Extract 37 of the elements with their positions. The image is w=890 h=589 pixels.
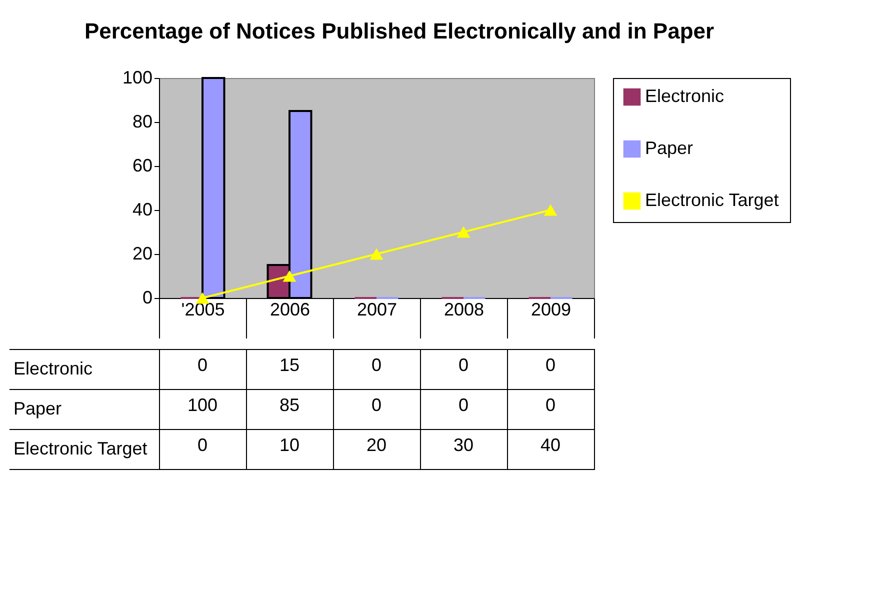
data-label: 0 [371, 355, 382, 375]
y-tick-label: 40 [132, 200, 152, 220]
data-label: 30 [453, 435, 474, 455]
point [370, 248, 384, 260]
x-tick-label: 2009 [530, 300, 572, 320]
data-label: 0 [458, 355, 469, 375]
point [456, 226, 470, 238]
text: Electronic Target [14, 438, 148, 458]
data-label: 0 [545, 395, 556, 415]
y-tick-label: 80 [132, 112, 152, 132]
y-tick-label: 60 [132, 156, 152, 176]
data-label: 85 [279, 395, 300, 415]
data-label: 15 [279, 355, 300, 375]
y-tick-label: 100 [122, 68, 152, 88]
x-tick-label: 2006 [270, 300, 310, 320]
text: Paper [14, 398, 62, 418]
data-label: 0 [197, 435, 208, 455]
point [282, 270, 296, 282]
y-tick-label: 20 [132, 244, 152, 264]
chart-title: Percentage of Notices Published Electronically and in Paper [84, 18, 714, 44]
y-tick-label: 0 [142, 288, 152, 308]
data-label: 0 [545, 355, 556, 375]
text: Electronic [14, 358, 93, 378]
data-label: 40 [540, 435, 561, 455]
data-label: 0 [371, 395, 382, 415]
x-tick-label: 2008 [444, 300, 484, 320]
legend-label: Electronic [645, 86, 724, 106]
data-label: 0 [197, 355, 208, 375]
point [544, 204, 558, 216]
legend-label: Paper [645, 138, 694, 158]
x-tick-label: 2007 [356, 300, 398, 320]
legend-label: Electronic Target [645, 190, 779, 210]
data-label: 0 [458, 395, 469, 415]
data-label: 20 [366, 435, 387, 455]
x-tick-label: '2005 [181, 300, 225, 320]
data-label: 100 [187, 395, 218, 415]
data-label: 10 [279, 435, 300, 455]
